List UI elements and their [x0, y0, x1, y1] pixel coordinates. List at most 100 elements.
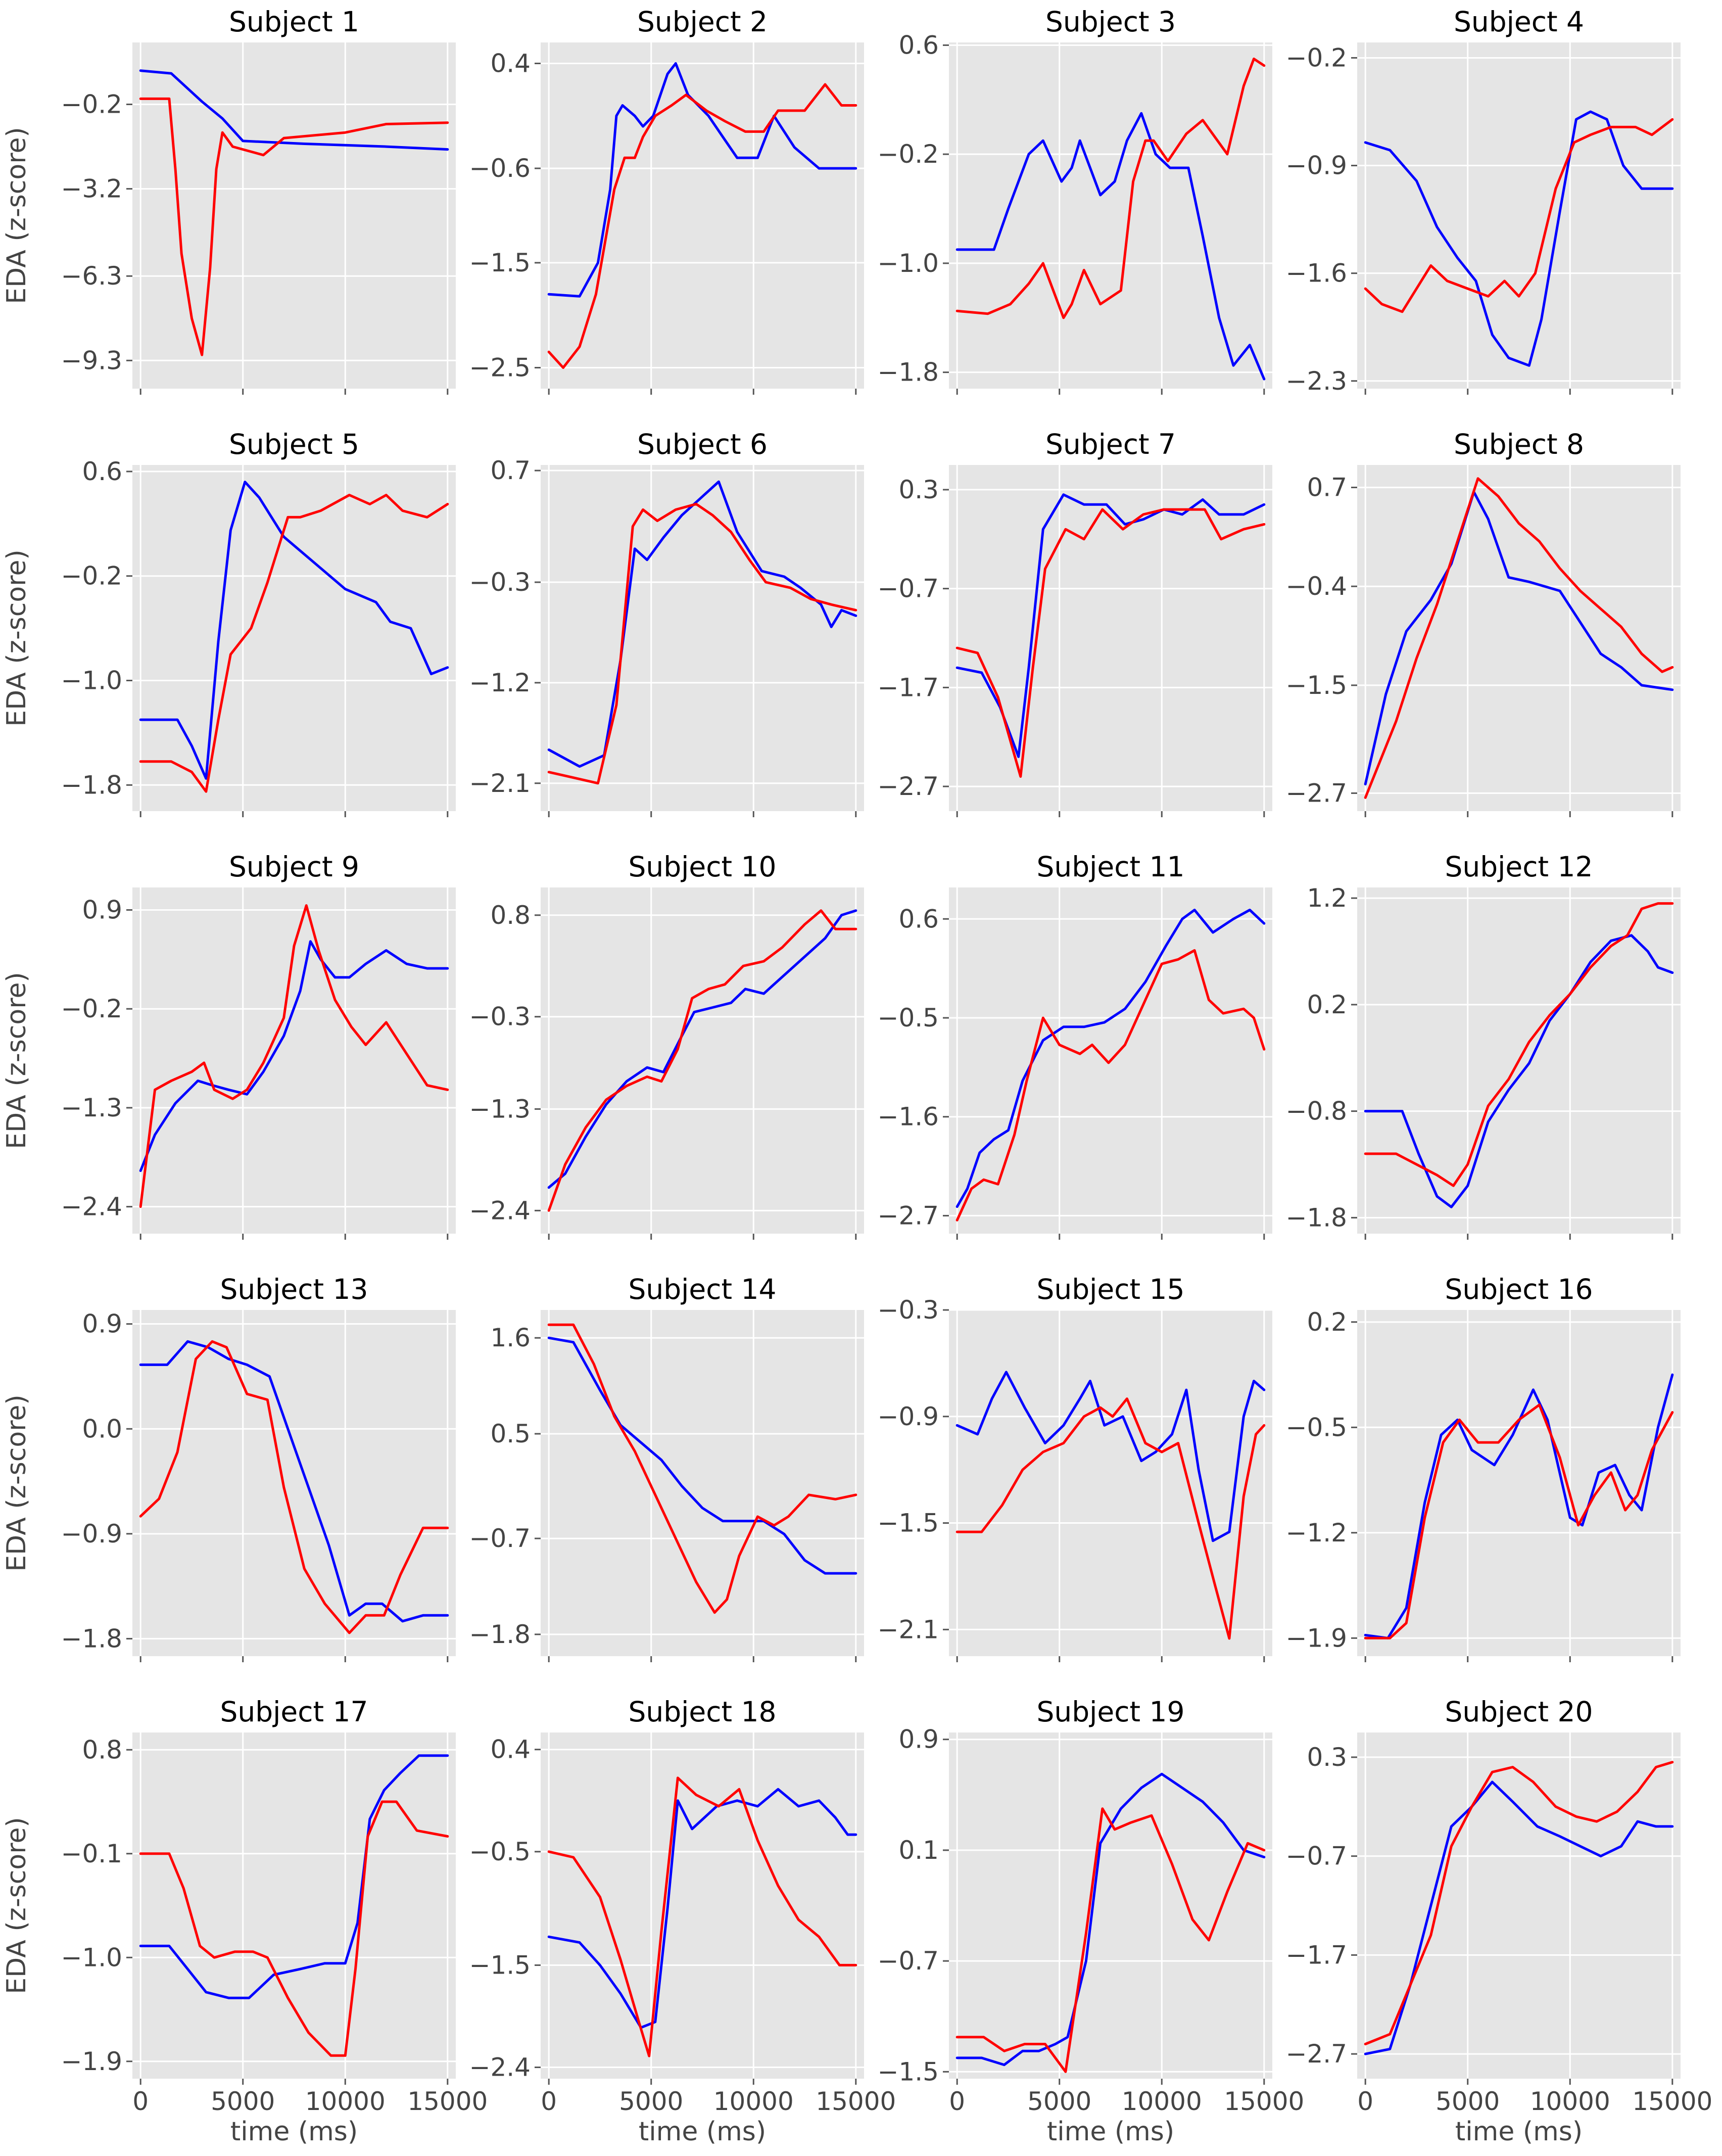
- series-red-line: [139, 1800, 449, 2057]
- panel-15: Subject 15 −0.3 −0.9 −1.5 −2.1: [878, 1273, 1272, 1662]
- y-tick-label: −0.2: [61, 994, 122, 1023]
- plot-area: [541, 1732, 864, 2079]
- y-tick-label: −0.5: [469, 1837, 531, 1866]
- panel-title: Subject 4: [1454, 6, 1584, 38]
- y-tick-label: 0.8: [490, 901, 531, 930]
- x-tick-label: 5000: [1436, 2087, 1500, 2116]
- panel-1: Subject 1 −0.2 −3.2 −6.3 −9.3 EDA (z-score): [2, 6, 456, 395]
- y-tick-label: −1.9: [61, 2047, 122, 2076]
- panel-11: Subject 11 0.6 −0.5 −1.6 −2.7: [878, 851, 1272, 1240]
- y-tick-label: −1.3: [61, 1093, 122, 1122]
- plot-area: [1357, 1732, 1681, 2079]
- series-blue-line: [1364, 490, 1674, 786]
- y-tick-label: −0.7: [1286, 1842, 1347, 1871]
- panel-12: Subject 12 1.2 0.2 −0.8 −1.8: [1286, 851, 1681, 1240]
- series-red-line: [955, 57, 1266, 319]
- series-blue-line: [547, 909, 857, 1189]
- y-tick-label: 0.2: [1307, 1307, 1347, 1337]
- y-tick-label: −0.3: [469, 1002, 531, 1032]
- series-red-line: [955, 1397, 1266, 1640]
- y-tick-label: 0.4: [490, 49, 531, 78]
- plot-area: [132, 1310, 456, 1656]
- y-tick-label: −2.3: [1286, 366, 1347, 396]
- y-tick-label: 0.3: [1307, 1743, 1347, 1772]
- y-tick-label: −1.9: [1286, 1623, 1347, 1653]
- panel-19: Subject 19 0.9 0.1 −0.7 −1.5 0 5000 10000 15000 t…: [878, 1696, 1305, 2147]
- series-red-line: [547, 1323, 857, 1614]
- x-tick-label: 0: [1357, 2087, 1373, 2116]
- y-tick-label: −1.2: [1286, 1518, 1347, 1548]
- y-tick-label: 0.0: [82, 1414, 122, 1443]
- series-red-line: [1364, 477, 1674, 799]
- panel-10: Subject 10 0.8 −0.3 −1.3 −2.4: [469, 851, 864, 1240]
- y-tick-label: 0.9: [82, 895, 122, 924]
- y-tick-label: −0.5: [878, 1003, 939, 1033]
- series-blue-line: [547, 480, 857, 768]
- x-tick-label: 0: [132, 2087, 149, 2116]
- y-tick-label: −0.2: [61, 561, 122, 591]
- x-tick-label: 15000: [816, 2087, 896, 2116]
- plot-area: [541, 1310, 864, 1656]
- y-tick-label: −0.7: [878, 1946, 939, 1976]
- panel-18: Subject 18 0.4 −0.5 −1.5 −2.4 0 5000 10000 15000…: [469, 1696, 896, 2147]
- y-tick-label: −3.2: [61, 174, 122, 204]
- y-tick-label: −2.1: [878, 1615, 939, 1644]
- panel-title: Subject 1: [229, 6, 359, 38]
- y-tick-label: 0.9: [898, 1725, 939, 1754]
- series-blue-line: [547, 1336, 857, 1575]
- y-tick-label: −2.4: [61, 1192, 122, 1222]
- series-blue-line: [139, 1754, 449, 1999]
- x-tick-label: 5000: [1027, 2087, 1091, 2116]
- plot-area: [949, 1310, 1272, 1656]
- panel-title: Subject 3: [1045, 6, 1176, 38]
- series-blue-line: [955, 112, 1266, 381]
- series-red-line: [139, 1340, 449, 1634]
- series-red-line: [1364, 902, 1674, 1187]
- y-tick-label: −0.3: [878, 1295, 939, 1325]
- x-axis-label: time (ms): [230, 2117, 358, 2147]
- y-tick-label: −0.9: [61, 1519, 122, 1549]
- y-tick-label: −1.8: [469, 1620, 531, 1649]
- x-tick-label: 5000: [211, 2087, 275, 2116]
- y-tick-label: −2.7: [1286, 778, 1347, 808]
- y-tick-label: −0.3: [469, 568, 531, 597]
- y-tick-label: 0.7: [490, 456, 531, 485]
- series-red-line: [1364, 1761, 1674, 2045]
- y-tick-label: −0.2: [1286, 43, 1347, 72]
- y-tick-label: 0.3: [898, 475, 939, 504]
- x-tick-label: 15000: [407, 2087, 488, 2116]
- plot-area: [541, 887, 864, 1234]
- panel-14: Subject 14 1.6 0.5 −0.7 −1.8: [469, 1273, 864, 1662]
- y-tick-label: −1.3: [469, 1094, 531, 1123]
- series-blue-line: [955, 493, 1266, 758]
- y-tick-label: −1.0: [61, 666, 122, 695]
- series-blue-line: [547, 1788, 857, 2029]
- y-tick-label: 0.6: [898, 904, 939, 933]
- plot-area: [132, 465, 456, 811]
- panel-title: Subject 9: [229, 851, 359, 883]
- x-tick-label: 10000: [713, 2087, 794, 2116]
- y-tick-label: −1.5: [1286, 671, 1347, 700]
- series-blue-line: [955, 1371, 1266, 1542]
- series-red-line: [955, 1807, 1266, 2073]
- y-tick-label: 0.6: [82, 457, 122, 486]
- x-axis-label: time (ms): [639, 2117, 766, 2147]
- series-red-line: [1364, 1403, 1674, 1639]
- plot-area: [132, 42, 456, 389]
- y-tick-label: −1.5: [469, 1950, 531, 1980]
- panel-title: Subject 7: [1045, 428, 1176, 460]
- y-axis-label: EDA (z-score): [2, 972, 32, 1149]
- panel-9: Subject 9 0.9 −0.2 −1.3 −2.4 EDA (z-score): [2, 851, 456, 1240]
- y-tick-label: 0.9: [82, 1309, 122, 1339]
- y-tick-label: −0.7: [878, 574, 939, 603]
- y-tick-label: −0.1: [61, 1839, 122, 1868]
- panel-16: Subject 16 0.2 −0.5 −1.2 −1.9: [1286, 1273, 1681, 1662]
- x-tick-label: 15000: [1224, 2087, 1304, 2116]
- x-axis-label: time (ms): [1455, 2117, 1583, 2147]
- panel-title: Subject 16: [1445, 1273, 1593, 1305]
- plot-area: [541, 42, 864, 389]
- series-blue-line: [139, 481, 449, 780]
- series-red-line: [139, 904, 449, 1208]
- panel-title: Subject 11: [1036, 851, 1184, 883]
- y-tick-label: 0.6: [898, 30, 939, 60]
